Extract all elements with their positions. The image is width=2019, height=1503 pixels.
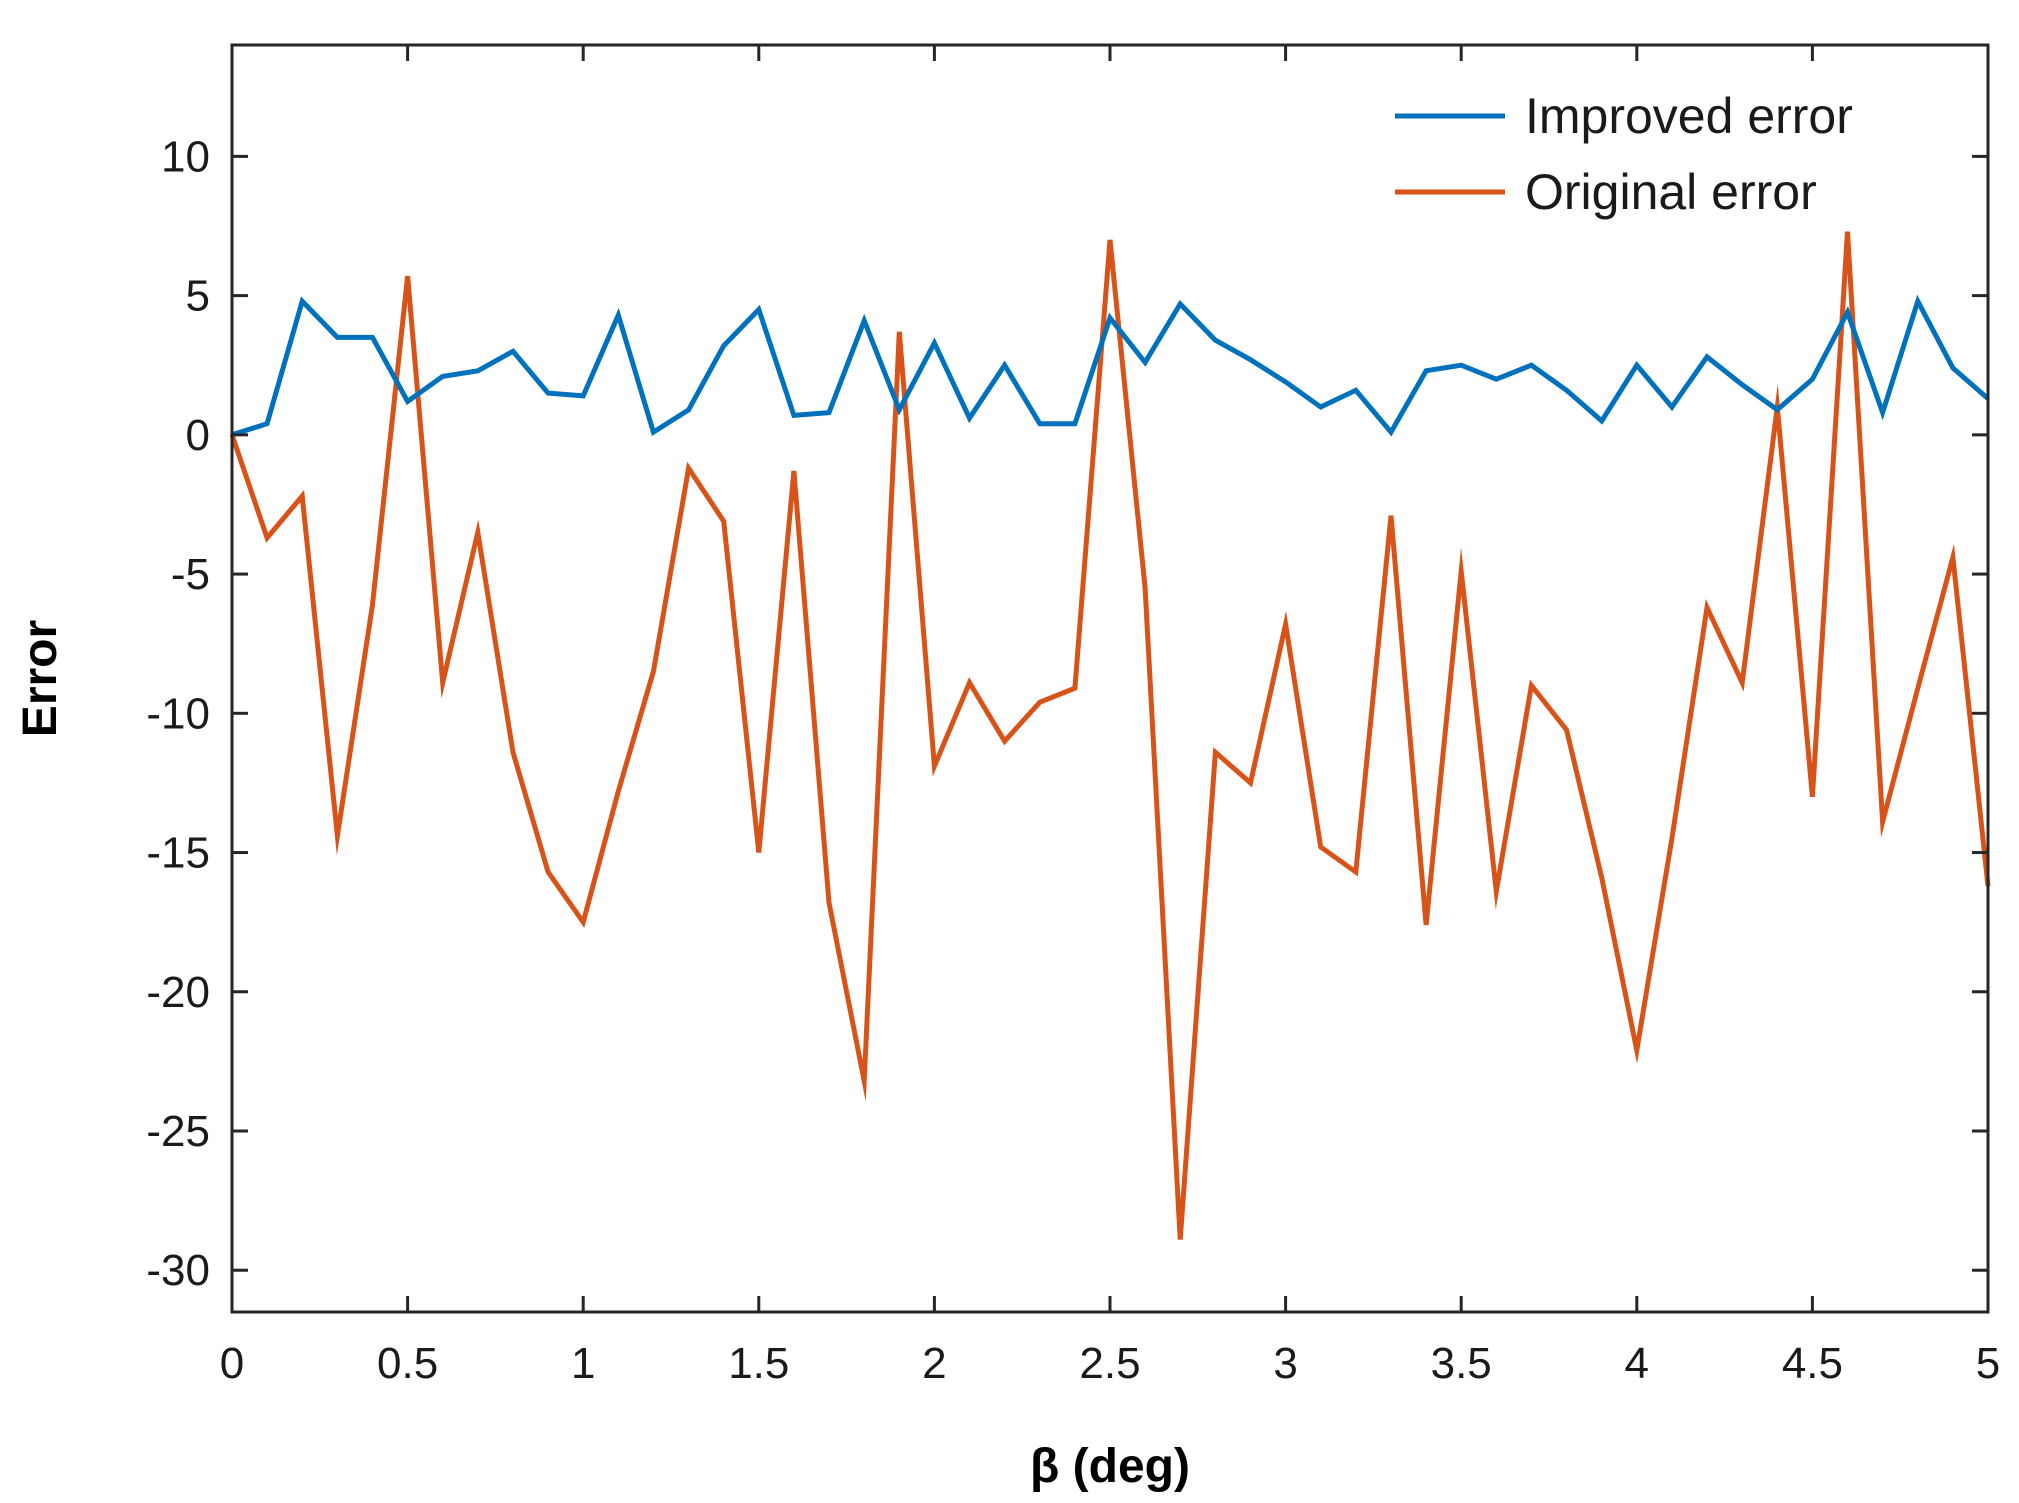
y-tick-label: -20: [146, 968, 210, 1017]
x-tick-label: 2: [922, 1339, 946, 1388]
legend: Improved error Original error: [1395, 88, 1853, 220]
y-tick-label: 5: [186, 272, 210, 321]
y-tick-label: 10: [161, 132, 210, 181]
x-tick-label: 4: [1625, 1339, 1649, 1388]
ticks-layer: 0 0.5 1 1.5 2 2.5 3 3.5 4 4.5 5 10 5 0 -5 -10 -15 -20 -25 -…: [146, 45, 2000, 1388]
x-tick-label: 4.5: [1782, 1339, 1843, 1388]
x-tick-label: 0.5: [377, 1339, 438, 1388]
y-tick-label: -15: [146, 829, 210, 878]
series-layer: [229, 231, 1991, 1240]
y-tick-label: -10: [146, 689, 210, 738]
y-tick-label: -5: [171, 550, 210, 599]
y-tick-label: -30: [146, 1246, 210, 1295]
x-tick-label: 3.5: [1431, 1339, 1492, 1388]
x-tick-label: 0: [220, 1339, 244, 1388]
y-tick-label: 0: [186, 411, 210, 460]
x-tick-label: 1.5: [728, 1339, 789, 1388]
x-tick-label: 3: [1273, 1339, 1297, 1388]
legend-label: Original error: [1525, 164, 1817, 220]
x-axis-title: β (deg): [1030, 1440, 1190, 1493]
series-line-improved-error: [231, 294, 1990, 438]
x-tick-label: 2.5: [1079, 1339, 1140, 1388]
y-tick-label: -25: [146, 1107, 210, 1156]
x-tick-label: 5: [1976, 1339, 2000, 1388]
x-tick-label: 1: [571, 1339, 595, 1388]
legend-label: Improved error: [1525, 88, 1853, 144]
y-axis-title: Error: [14, 620, 67, 737]
series-line-original-error: [229, 231, 1991, 1240]
